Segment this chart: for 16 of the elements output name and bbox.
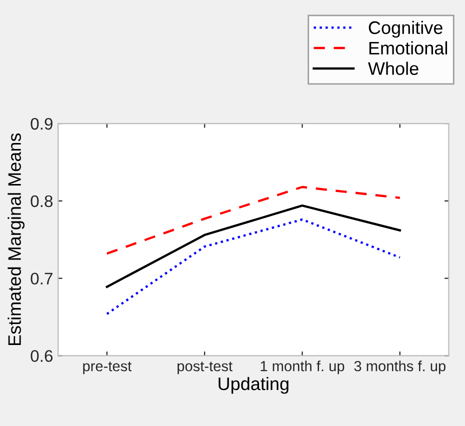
x-tick-label: pre-test: [83, 362, 132, 374]
x-tick-label: 3 months f. up: [354, 360, 446, 374]
y-tick-label: 0.9: [30, 118, 52, 130]
line-series: [106, 186, 402, 255]
y-tick-label: 0.8: [30, 195, 53, 208]
line-series: [106, 218, 402, 316]
line-series: [106, 204, 402, 288]
y-axis-title: Estimated Marginal Means: [8, 133, 25, 346]
y-tick-label: 0.6: [30, 350, 53, 362]
x-tick-label: post-test: [178, 362, 232, 374]
legend-label: Emotional: [369, 41, 448, 55]
y-tick-label: 0.7: [30, 272, 52, 285]
legend-label: Whole: [368, 62, 418, 75]
x-tick-label: 1 month f. up: [260, 360, 344, 374]
legend-label: Cognitive: [368, 20, 442, 38]
x-axis-title: Updating: [218, 376, 288, 394]
